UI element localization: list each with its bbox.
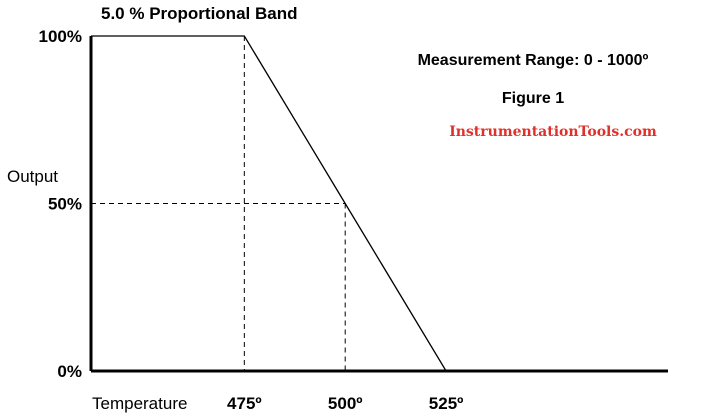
- x-tick-label: 500º: [328, 394, 363, 413]
- y-tick-label: 50%: [48, 195, 82, 214]
- y-tick-label: 0%: [57, 362, 82, 381]
- series-layer: [91, 35, 668, 372]
- figure-label: Figure 1: [502, 90, 564, 107]
- watermark-text: InstrumentationTools.com: [449, 124, 657, 140]
- chart-title: 5.0 % Proportional Band: [101, 4, 297, 23]
- series-line-0: [91, 35, 668, 372]
- x-axis-label: Temperature: [92, 394, 187, 413]
- x-tick-label: 475º: [227, 394, 262, 413]
- chart-subtitle: Measurement Range: 0 - 1000º: [418, 52, 649, 69]
- y-tick-label: 100%: [39, 27, 82, 46]
- y-tick-labels: 100% 50% 0%: [39, 27, 82, 381]
- x-tick-labels: 475º 500º 525º: [227, 394, 463, 413]
- x-tick-label: 525º: [429, 394, 464, 413]
- axes: [89, 36, 668, 373]
- y-axis-label: Output: [7, 167, 58, 186]
- reference-lines: [91, 35, 346, 371]
